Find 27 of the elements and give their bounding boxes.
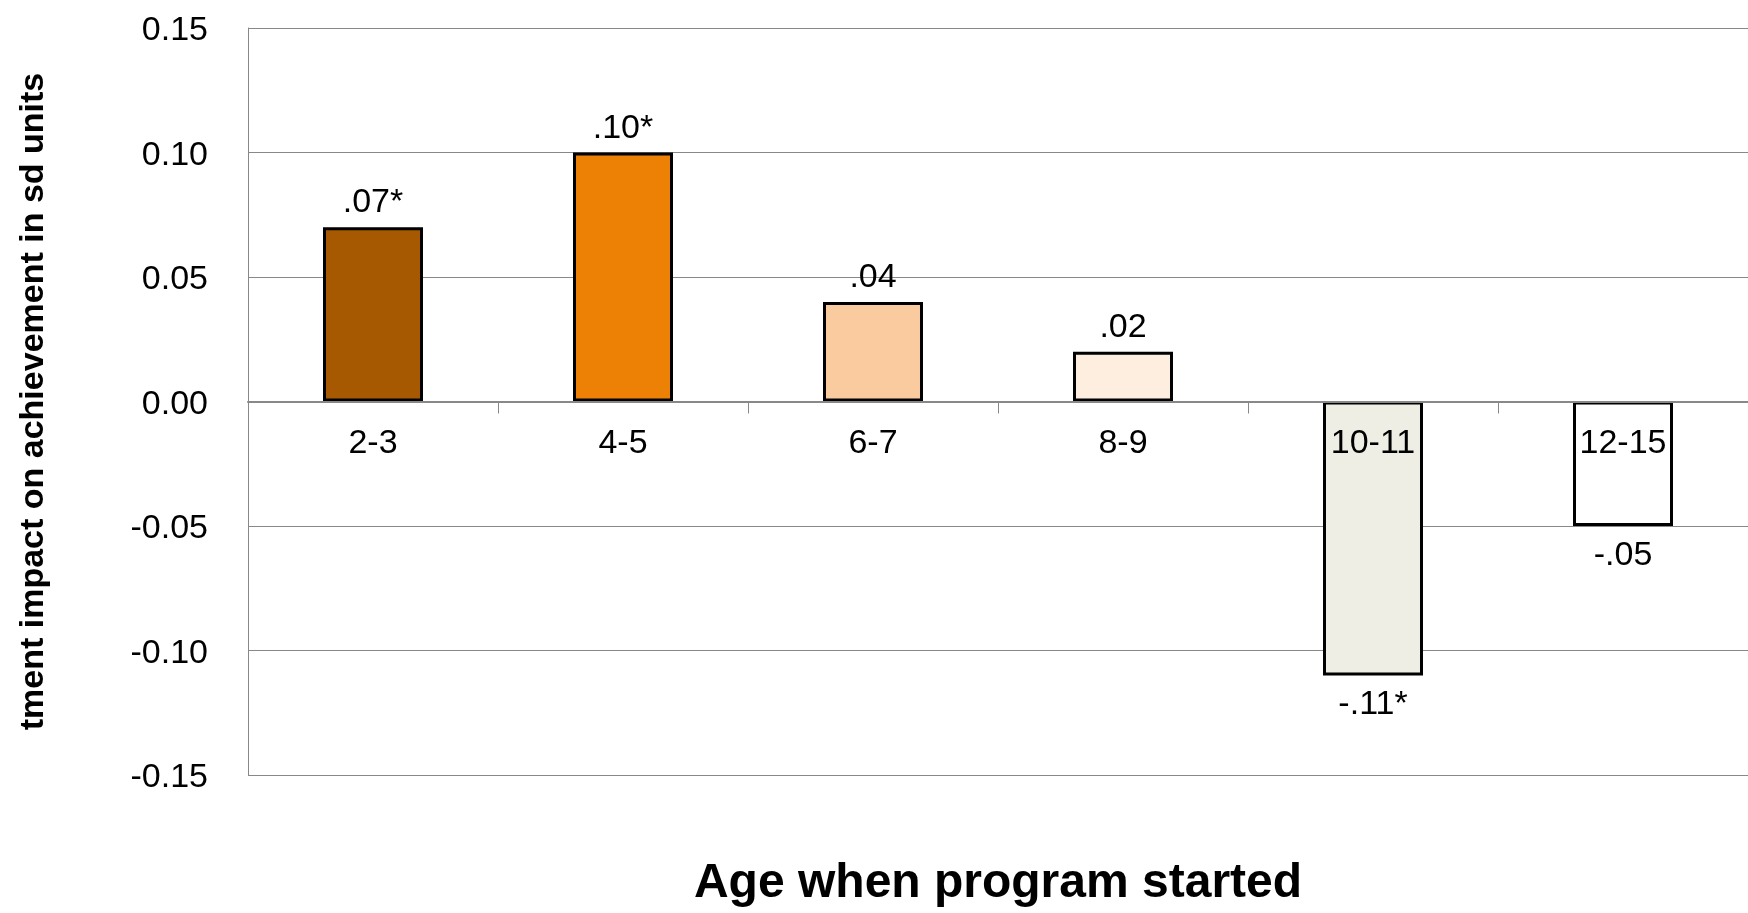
x-tick-label: 8-9 — [1098, 421, 1148, 460]
y-tick-label: -0.10 — [130, 631, 208, 670]
x-tick-label: 12-15 — [1579, 421, 1667, 460]
x-tick-label: 4-5 — [598, 421, 648, 460]
bar — [323, 227, 423, 402]
y-tick-label: -0.15 — [130, 756, 208, 794]
y-tick-label: 0.05 — [141, 258, 208, 296]
x-tick-label: 2-3 — [348, 421, 398, 460]
bar — [1573, 401, 1673, 526]
x-axis-title: Age when program started — [693, 854, 1303, 907]
data-label: -.05 — [1593, 534, 1653, 572]
data-label: -.11* — [1338, 683, 1408, 722]
bar — [573, 152, 673, 402]
y-tick-label: 0.00 — [141, 382, 208, 421]
data-label: .07* — [342, 181, 404, 220]
x-tick-label: 10-11 — [1330, 421, 1416, 460]
data-label: .04 — [849, 255, 897, 294]
bar — [1323, 401, 1423, 676]
y-tick-label: 0.10 — [141, 133, 208, 172]
x-tick-label: 6-7 — [848, 421, 898, 460]
y-tick-label: -0.05 — [130, 507, 208, 545]
bar — [823, 301, 923, 402]
data-label: .10* — [592, 106, 654, 145]
data-label: .02 — [1099, 305, 1147, 344]
bar — [1073, 351, 1173, 402]
y-tick-label: 0.15 — [141, 9, 208, 47]
y-axis-title: tment impact on achievement in sd units — [12, 72, 50, 731]
